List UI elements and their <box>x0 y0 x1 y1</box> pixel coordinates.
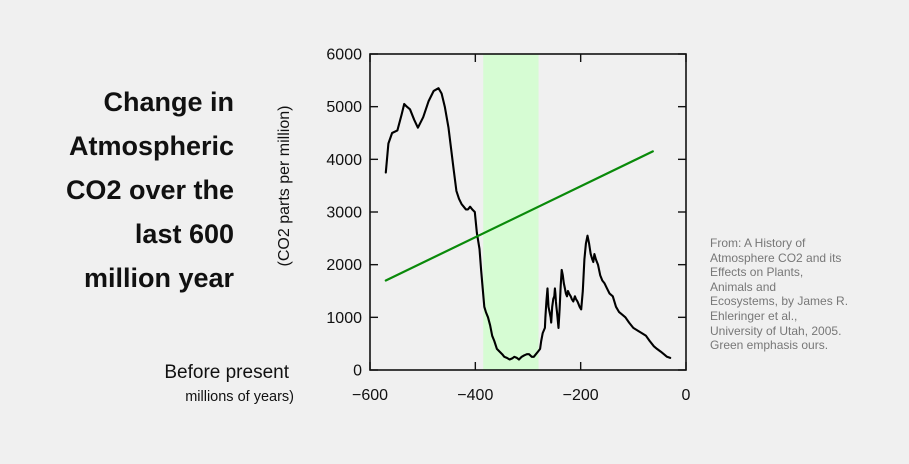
tick-label-layer: 0 1000 2000 3000 4000 5000 6000 −600 −400 −200 0 <box>326 47 690 405</box>
axes-layer <box>369 53 687 371</box>
source-citation: From: A History of Atmosphere CO2 and it… <box>710 236 849 353</box>
highlight-band <box>483 54 539 370</box>
x-axis-sublabel: millions of years) <box>185 389 294 405</box>
trend-line <box>384 150 654 282</box>
y-tick-label: 1000 <box>326 310 362 327</box>
x-tick-label: −200 <box>563 387 599 404</box>
series-layer <box>384 87 672 361</box>
y-tick-label: 6000 <box>326 47 362 64</box>
y-tick-label: 4000 <box>326 152 362 169</box>
y-tick-label: 5000 <box>326 99 362 116</box>
co2-series-line <box>384 87 672 361</box>
y-tick-label: 0 <box>353 363 362 380</box>
highlight-layer <box>483 54 539 370</box>
x-tick-label: −600 <box>352 387 388 404</box>
x-axis-label: Before present <box>164 362 289 383</box>
y-axis-label: (CO2 parts per million) <box>276 105 293 267</box>
x-tick-label: 0 <box>682 387 691 404</box>
y-tick-label: 3000 <box>326 205 362 222</box>
y-tick-label: 2000 <box>326 257 362 274</box>
slide-title: Change in Atmospheric CO2 over the last … <box>65 87 234 293</box>
x-tick-label: −400 <box>457 387 493 404</box>
